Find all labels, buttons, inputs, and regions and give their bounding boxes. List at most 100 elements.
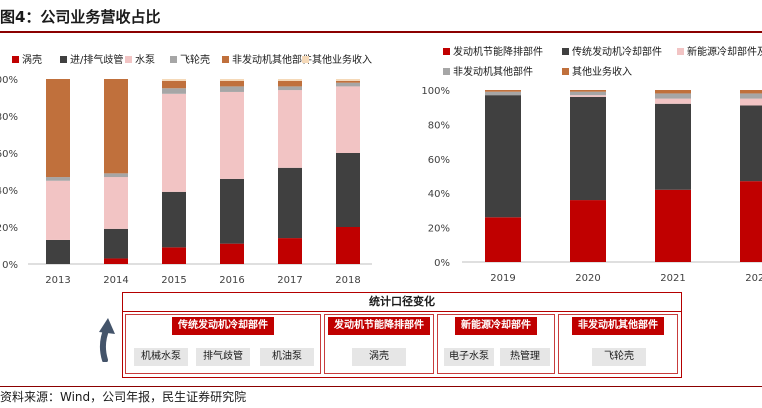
bar-segment <box>336 153 360 227</box>
legend-swatch <box>222 56 229 63</box>
y-tick-label: 40% <box>0 186 18 197</box>
x-tick-label: 2019 <box>490 273 515 284</box>
legend-label: 其他业务收入 <box>312 53 372 66</box>
legend-swatch <box>562 68 569 75</box>
bar-segment <box>46 239 70 264</box>
legend-label: 传统发动机冷却部件 <box>572 45 662 58</box>
legend-label: 其他业务收入 <box>572 65 632 78</box>
bar-segment <box>655 90 691 94</box>
bar-segment <box>162 247 186 264</box>
item-chip: 涡壳 <box>352 348 406 366</box>
bar-segment <box>655 98 691 104</box>
x-tick-label: 2014 <box>103 275 128 286</box>
bar-segment <box>278 80 302 87</box>
item-chip: 热管理 <box>500 348 550 366</box>
legend-label: 新能源冷却部件及 <box>687 45 762 58</box>
bar-segment <box>162 79 186 81</box>
bar-segment <box>570 90 606 92</box>
stat-box-title: 统计口径变化 <box>123 293 681 312</box>
x-tick-label: 2016 <box>219 275 244 286</box>
source-note: 资料来源：Wind，公司年报，民生证券研究院 <box>0 390 247 404</box>
group-head: 传统发动机冷却部件 <box>172 317 274 335</box>
bar-segment <box>46 180 70 240</box>
bar-segment <box>220 79 244 81</box>
bar-segment <box>278 79 302 81</box>
x-tick-label: 2021 <box>660 273 685 284</box>
y-tick-label: 20% <box>0 223 18 234</box>
figure-title: 图4：公司业务营收占比 <box>0 8 161 26</box>
bar-segment <box>46 177 70 181</box>
group-emission-saving: 发动机节能降排部件 涡壳 <box>324 314 434 374</box>
legend-swatch <box>302 56 309 63</box>
bar-segment <box>278 238 302 264</box>
bar-segment <box>336 82 360 87</box>
bar-segment <box>655 93 691 99</box>
bar-segment <box>336 86 360 153</box>
bar-segment <box>336 227 360 264</box>
bar-segment <box>220 243 244 264</box>
x-tick-label: 2022 <box>745 273 762 284</box>
bar-segment <box>570 96 606 201</box>
y-tick-label: 80% <box>428 120 450 131</box>
item-chip: 飞轮壳 <box>592 348 646 366</box>
y-tick-label: 40% <box>428 189 450 200</box>
bar-segment <box>655 189 691 262</box>
group-traditional-cooling: 传统发动机冷却部件 机械水泵 排气歧管 机油泵 <box>125 314 321 374</box>
bar-segment <box>278 167 302 239</box>
legend-swatch <box>677 48 684 55</box>
bar-segment <box>278 90 302 168</box>
group-new-energy-cooling: 新能源冷却部件 电子水泵 热管理 <box>437 314 555 374</box>
bar-segment <box>570 200 606 262</box>
x-tick-label: 2013 <box>45 275 70 286</box>
bar-segment <box>336 80 360 83</box>
bar-segment <box>104 177 128 229</box>
y-tick-label: 100% <box>421 86 450 97</box>
legend-swatch <box>170 56 177 63</box>
bar-segment <box>220 178 244 244</box>
bar-segment <box>162 191 186 248</box>
bar-segment <box>485 95 521 218</box>
y-tick-label: 80% <box>0 112 18 123</box>
group-head: 新能源冷却部件 <box>455 317 537 335</box>
bar-segment <box>740 90 762 94</box>
legend-label: 进/排气歧管 <box>70 53 123 66</box>
legend-label: 涡壳 <box>22 53 42 66</box>
y-tick-label: 100% <box>0 75 18 86</box>
legend-swatch <box>12 56 19 63</box>
bar-segment <box>162 80 186 89</box>
bar-segment <box>162 88 186 94</box>
legend-swatch <box>125 56 132 63</box>
legend-label: 飞轮壳 <box>180 53 210 66</box>
bar-segment <box>740 181 762 262</box>
bar-segment <box>104 228 128 259</box>
item-chip: 排气歧管 <box>196 348 250 366</box>
group-head: 发动机节能降排部件 <box>328 317 430 335</box>
y-tick-label: 0% <box>2 260 18 271</box>
bar-segment <box>278 86 302 91</box>
x-tick-label: 2018 <box>335 275 360 286</box>
x-tick-label: 2017 <box>277 275 302 286</box>
legend-swatch <box>443 68 450 75</box>
legend-label: 发动机节能降排部件 <box>453 45 543 58</box>
legend-swatch <box>60 56 67 63</box>
item-chip: 机械水泵 <box>134 348 188 366</box>
bar-segment <box>485 91 521 96</box>
bar-segment <box>104 173 128 178</box>
group-non-engine: 非发动机其他部件 飞轮壳 <box>558 314 678 374</box>
y-tick-label: 0% <box>434 258 450 269</box>
bar-segment <box>740 93 762 99</box>
item-chip: 机油泵 <box>260 348 314 366</box>
y-tick-label: 60% <box>0 149 18 160</box>
bar-segment <box>336 79 360 81</box>
bar-segment <box>46 79 70 178</box>
legend-label: 非发动机其他部件 <box>232 53 312 66</box>
y-tick-label: 20% <box>428 224 450 235</box>
item-chip: 电子水泵 <box>444 348 494 366</box>
up-arrow-icon <box>99 318 115 362</box>
bar-segment <box>220 80 244 87</box>
bar-segment <box>104 258 128 264</box>
bar-segment <box>485 90 521 92</box>
group-head: 非发动机其他部件 <box>572 317 664 335</box>
